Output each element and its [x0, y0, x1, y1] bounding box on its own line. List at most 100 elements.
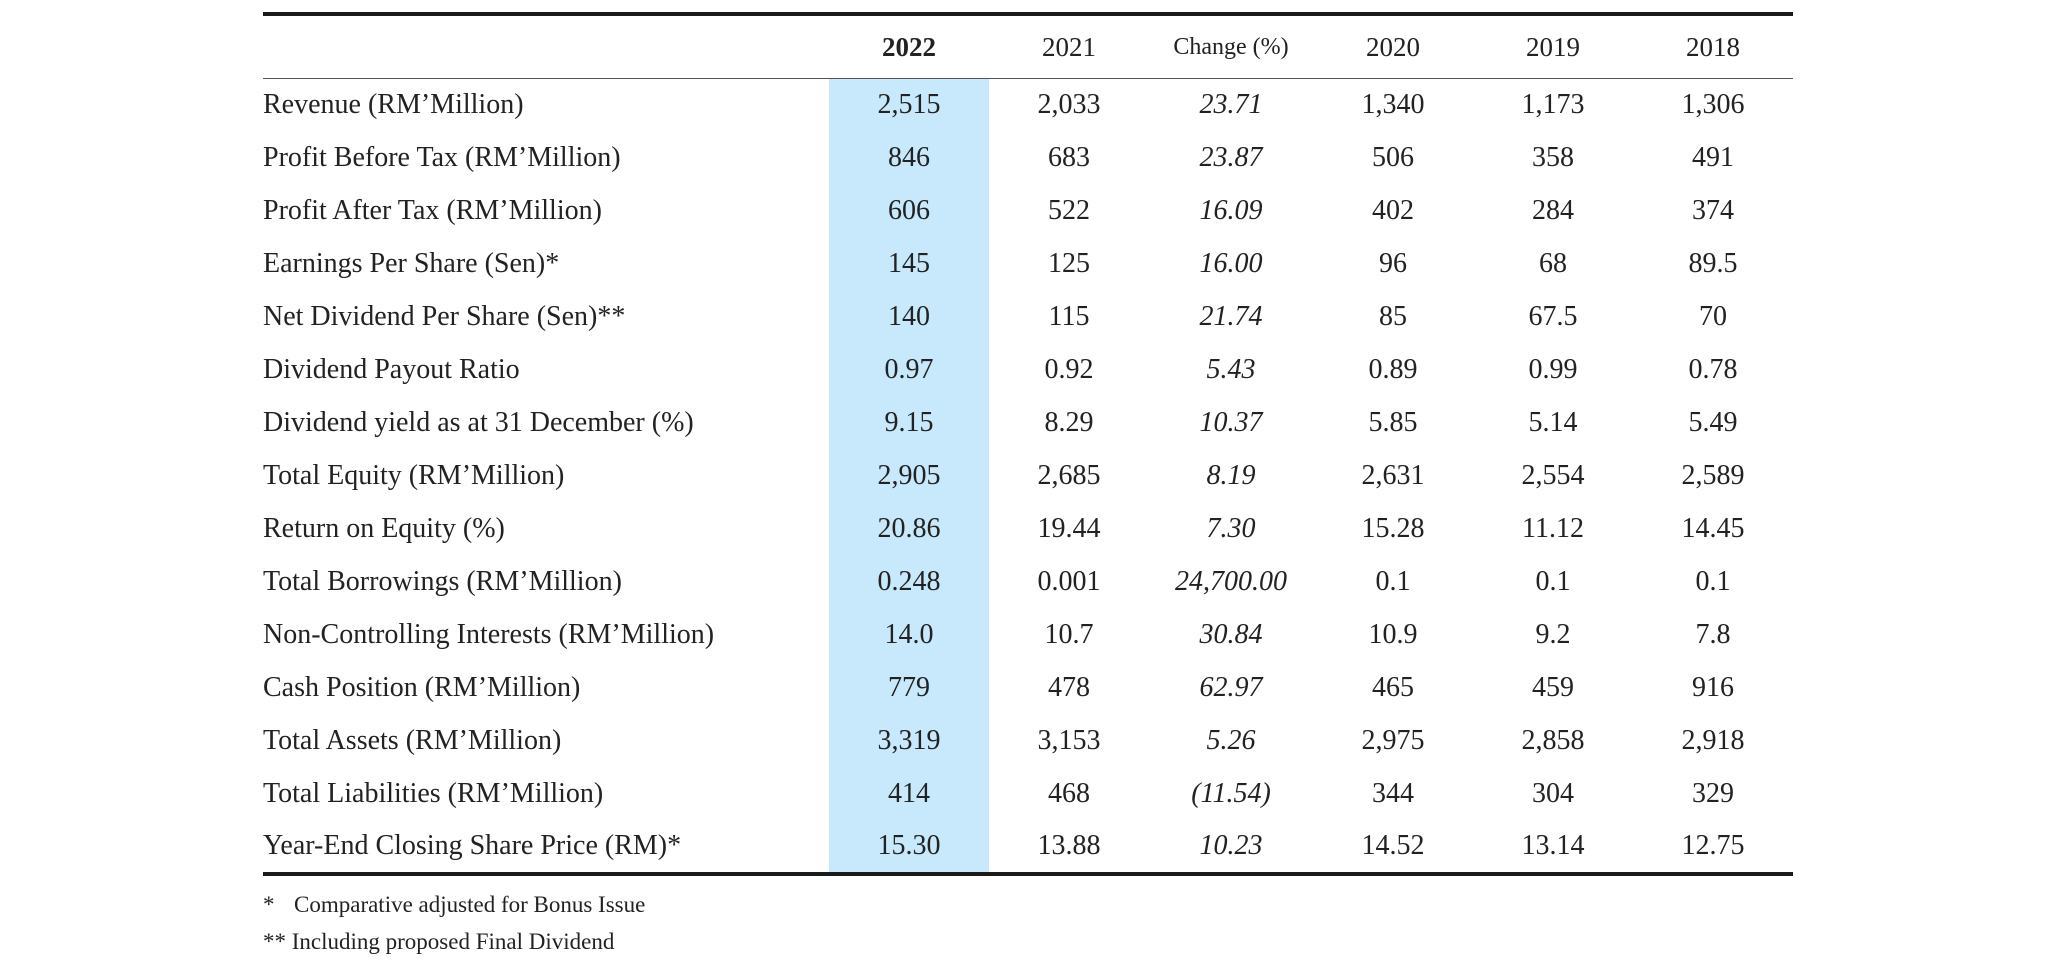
cell-change: 62.97 — [1199, 672, 1263, 703]
cell-2022: 9.15 — [829, 396, 989, 450]
cell-2022: 140 — [829, 290, 989, 344]
row-label: Net Dividend Per Share (Sen)** — [263, 301, 626, 332]
cell-2018: 1,306 — [1681, 89, 1745, 121]
cell-2020: 506 — [1372, 142, 1414, 173]
cell-2021: 683 — [1048, 142, 1090, 173]
cell-2018: 70 — [1699, 301, 1727, 332]
cell-2019: 5.14 — [1528, 407, 1578, 438]
row-label: Cash Position (RM’Million) — [263, 672, 581, 703]
cell-2018: 491 — [1692, 142, 1734, 173]
table-row: Dividend Payout Ratio 0.97 0.92 5.43 0.89 0.9… — [263, 343, 1793, 397]
cell-2020: 0.1 — [1375, 566, 1411, 597]
cell-change: 16.00 — [1199, 248, 1263, 279]
cell-2022: 3,319 — [829, 714, 989, 768]
footnote-text: Comparative adjusted for Bonus Issue — [294, 891, 646, 917]
cell-2021: 8.29 — [1044, 407, 1094, 438]
cell-change: 5.43 — [1206, 354, 1256, 385]
cell-2018: 374 — [1692, 195, 1734, 226]
cell-2021: 478 — [1048, 672, 1090, 703]
table-row: Return on Equity (%) 20.86 19.44 7.30 15.28 1… — [263, 502, 1793, 556]
cell-2018: 329 — [1692, 778, 1734, 809]
cell-2018: 14.45 — [1681, 513, 1745, 544]
cell-2019: 1,173 — [1521, 89, 1585, 121]
cell-2022: 2,905 — [829, 449, 989, 503]
cell-2020: 96 — [1379, 248, 1407, 279]
row-label: Total Borrowings (RM’Million) — [263, 566, 622, 597]
cell-2018: 0.1 — [1695, 566, 1731, 597]
table-row: Revenue (RM’Million) 2,515 2,033 23.71 1,340… — [263, 78, 1793, 132]
header-change: Change (%) — [1173, 33, 1289, 60]
cell-2021: 522 — [1048, 195, 1090, 226]
cell-2019: 2,554 — [1521, 460, 1585, 491]
table-row: Year-End Closing Share Price (RM)* 15.30 1… — [263, 820, 1793, 874]
row-label: Total Equity (RM’Million) — [263, 460, 565, 491]
table-row: Earnings Per Share (Sen)* 145 125 16.00 96 68… — [263, 237, 1793, 291]
cell-2019: 0.1 — [1535, 566, 1571, 597]
cell-2019: 67.5 — [1528, 301, 1578, 332]
row-label: Year-End Closing Share Price (RM)* — [263, 830, 682, 861]
cell-2022: 846 — [829, 131, 989, 185]
table-row: Total Borrowings (RM’Million) 0.248 0.001 2… — [263, 555, 1793, 609]
cell-2022: 0.248 — [829, 555, 989, 609]
row-label: Revenue (RM’Million) — [263, 89, 524, 121]
financial-highlights-table-container: 2022 2021 Change (%) 2020 2019 2018 Reve… — [263, 12, 1793, 960]
cell-2020: 15.28 — [1361, 513, 1425, 544]
header-label — [263, 14, 829, 79]
row-label: Earnings Per Share (Sen)* — [263, 248, 560, 279]
cell-2020: 14.52 — [1361, 830, 1425, 861]
cell-2022: 14.0 — [829, 608, 989, 662]
cell-2018: 12.75 — [1681, 830, 1745, 861]
cell-2020: 0.89 — [1368, 354, 1418, 385]
cell-2019: 9.2 — [1535, 619, 1571, 650]
table-row: Profit Before Tax (RM’Million) 846 683 23.8… — [263, 131, 1793, 185]
cell-change: 24,700.00 — [1175, 566, 1287, 597]
table-row: Total Assets (RM’Million) 3,319 3,153 5.26 2… — [263, 714, 1793, 768]
footnote-final-dividend: ** Including proposed Final Dividend — [263, 928, 615, 954]
table-row: Dividend yield as at 31 December (%) 9.15… — [263, 396, 1793, 450]
cell-2021: 10.7 — [1044, 619, 1094, 650]
cell-2020: 344 — [1372, 778, 1414, 809]
row-label: Profit Before Tax (RM’Million) — [263, 142, 621, 173]
cell-2022: 20.86 — [829, 502, 989, 556]
header-2022: 2022 — [882, 31, 936, 62]
cell-2018: 916 — [1692, 672, 1734, 703]
cell-2021: 3,153 — [1037, 725, 1101, 756]
table-row: Non-Controlling Interests (RM’Million) 14… — [263, 608, 1793, 662]
table-row: Cash Position (RM’Million) 779 478 62.97 465… — [263, 661, 1793, 715]
cell-change: (11.54) — [1191, 778, 1271, 809]
cell-2022: 0.97 — [829, 343, 989, 397]
cell-2019: 284 — [1532, 195, 1574, 226]
cell-change: 10.23 — [1199, 830, 1263, 861]
cell-2018: 5.49 — [1688, 407, 1738, 438]
cell-2019: 13.14 — [1521, 830, 1585, 861]
cell-2021: 0.001 — [1037, 566, 1101, 597]
cell-change: 30.84 — [1199, 619, 1263, 650]
cell-2022: 2,515 — [829, 78, 989, 132]
cell-2018: 7.8 — [1695, 619, 1731, 650]
cell-2019: 2,858 — [1521, 725, 1585, 756]
header-2021: 2021 — [1042, 31, 1096, 62]
cell-2020: 1,340 — [1361, 89, 1425, 121]
row-label: Total Liabilities (RM’Million) — [263, 778, 604, 809]
cell-2021: 0.92 — [1044, 354, 1094, 385]
cell-2018: 0.78 — [1688, 354, 1738, 385]
cell-2020: 85 — [1379, 301, 1407, 332]
cell-2019: 459 — [1532, 672, 1574, 703]
cell-2022: 15.30 — [829, 820, 989, 874]
cell-2021: 2,685 — [1037, 460, 1101, 491]
table-row: Total Liabilities (RM’Million) 414 468 (11.… — [263, 767, 1793, 821]
cell-2020: 465 — [1372, 672, 1414, 703]
cell-2020: 402 — [1372, 195, 1414, 226]
table-body: Revenue (RM’Million) 2,515 2,033 23.71 1,340… — [263, 78, 1793, 874]
cell-2019: 304 — [1532, 778, 1574, 809]
cell-2019: 11.12 — [1522, 513, 1584, 544]
cell-2019: 358 — [1532, 142, 1574, 173]
table-row: Net Dividend Per Share (Sen)** 140 115 21.7… — [263, 290, 1793, 344]
header-2019: 2019 — [1526, 31, 1580, 62]
footnotes: * Comparative adjusted for Bonus Issue **… — [263, 886, 1793, 960]
cell-change: 10.37 — [1199, 407, 1263, 438]
cell-2021: 115 — [1048, 301, 1090, 332]
row-label: Profit After Tax (RM’Million) — [263, 195, 602, 226]
table-header-row: 2022 2021 Change (%) 2020 2019 2018 — [263, 14, 1793, 79]
cell-2018: 2,589 — [1681, 460, 1745, 491]
